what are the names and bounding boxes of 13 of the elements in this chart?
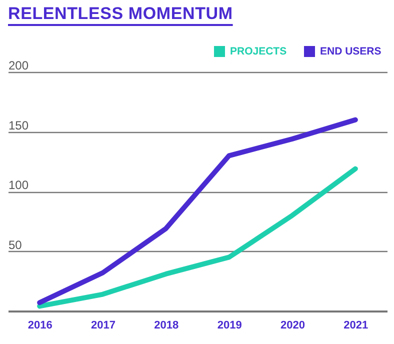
x-tick-label: 2019 (217, 320, 242, 332)
legend-label: END USERS (320, 46, 382, 58)
x-tick-label: 2020 (280, 320, 305, 332)
y-tick-label: 150 (8, 118, 29, 132)
y-tick-label: 100 (8, 178, 29, 192)
y-tick-label: 200 (8, 58, 29, 72)
x-tick-label: 2016 (28, 320, 52, 332)
x-tick-label: 2017 (91, 320, 116, 332)
x-tick-label: 2018 (154, 320, 179, 332)
y-tick-label: 50 (8, 238, 22, 252)
chart-title: RELENTLESS MOMENTUM (8, 4, 233, 25)
x-tick-label: 2021 (344, 320, 368, 332)
legend-label: PROJECTS (230, 46, 287, 58)
